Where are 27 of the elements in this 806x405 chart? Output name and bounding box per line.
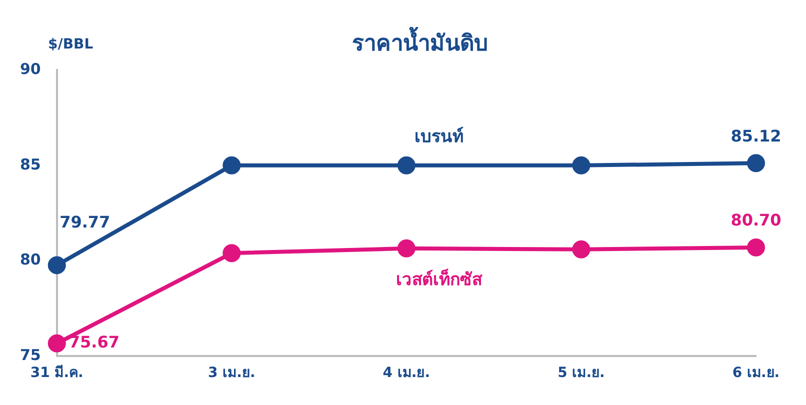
point: [48, 334, 66, 352]
x-tick-label: 31 มี.ค.: [30, 365, 84, 382]
series-label: เบรนท์: [414, 126, 464, 147]
y-tick-label: 90: [20, 60, 41, 78]
y-axis-title: $/BBL: [48, 36, 94, 53]
data-label: 85.12: [730, 126, 782, 146]
x-tick-label: 4 เม.ย.: [382, 365, 430, 382]
x-tick-label: 5 เม.ย.: [558, 365, 605, 382]
data-label: 79.77: [60, 212, 110, 232]
point: [222, 244, 241, 262]
x-tick-label: 3 เม.ย.: [208, 365, 256, 382]
point: [747, 238, 765, 256]
point: [572, 240, 590, 258]
series-label: เวสต์เท็กซัส: [396, 266, 484, 290]
point: [747, 154, 765, 172]
data-label: 80.70: [730, 210, 782, 230]
y-tick-label: 85: [20, 155, 41, 174]
point: [572, 156, 590, 174]
point: [397, 156, 416, 174]
point: [48, 256, 66, 274]
data-label: 75.67: [68, 332, 120, 352]
y-tick-label: 80: [20, 250, 41, 269]
point: [397, 239, 416, 258]
y-tick-label: 75: [20, 346, 41, 364]
chart-title: ราคาน้ำมันดิบ: [352, 26, 488, 57]
x-tick-label: 6 เม.ย.: [732, 365, 780, 382]
point: [222, 156, 241, 174]
